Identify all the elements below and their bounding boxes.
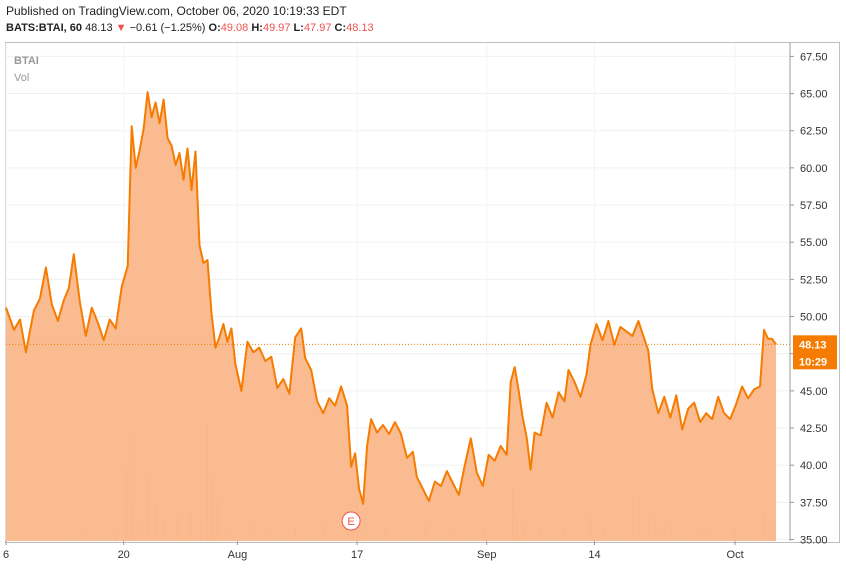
- low-label: L:: [293, 22, 304, 34]
- earnings-circle: [341, 511, 361, 531]
- y-tick-label: 57.50: [800, 200, 828, 212]
- quote-line: BATS:BTAI, 60 48.13 ▼ −0.61 (−1.25%) O:4…: [6, 22, 374, 34]
- price-axis[interactable]: 35.0037.5040.0042.5045.0047.5050.0052.50…: [789, 43, 828, 547]
- open-value: 49.08: [220, 22, 249, 34]
- x-tick-label: Sep: [477, 549, 497, 561]
- y-tick-label: 35.00: [800, 535, 828, 547]
- price-area: [6, 92, 776, 541]
- time-axis[interactable]: 6 20 Aug 17 Sep 14 Oct: [3, 541, 744, 561]
- legend-volume: Vol: [14, 72, 29, 84]
- y-tick-label: 37.50: [800, 497, 828, 509]
- last-price: 48.13: [85, 22, 113, 34]
- price-tag-time: 10:29: [799, 356, 827, 368]
- x-tick-label: 6: [3, 549, 9, 561]
- close-label: C:: [334, 22, 347, 34]
- price-change: −0.61 (−1.25%): [129, 22, 206, 34]
- y-tick-label: 65.00: [800, 89, 828, 101]
- y-tick-label: 50.00: [800, 312, 828, 324]
- y-tick-label: 55.00: [800, 237, 828, 249]
- x-tick-label: Aug: [228, 549, 248, 561]
- y-tick-label: 45.00: [800, 386, 828, 398]
- price-tag-value: 48.13: [799, 339, 827, 351]
- y-tick-label: 52.50: [800, 274, 828, 286]
- high-value: 49.97: [262, 22, 291, 34]
- earnings-letter: E: [347, 516, 354, 528]
- high-label: H:: [251, 22, 263, 34]
- x-tick-label: 14: [588, 549, 600, 561]
- low-value: 47.97: [303, 22, 332, 34]
- y-tick-label: 60.00: [800, 163, 828, 175]
- symbol-label: BATS:BTAI, 60: [6, 22, 82, 34]
- earnings-marker[interactable]: E: [341, 511, 361, 531]
- x-tick-label: 17: [351, 549, 363, 561]
- y-tick-label: 40.00: [800, 460, 828, 472]
- x-tick-label: 20: [118, 549, 130, 561]
- open-label: O:: [208, 22, 221, 34]
- published-line: Published on TradingView.com, October 06…: [6, 4, 347, 18]
- price-line: [5, 91, 777, 505]
- close-value: 48.13: [346, 22, 374, 34]
- y-tick-label: 42.50: [800, 423, 828, 435]
- y-tick-label: 67.50: [800, 51, 828, 63]
- down-arrow-icon: ▼: [115, 22, 127, 34]
- y-tick-label: 62.50: [800, 126, 828, 138]
- price-tag: 48.13 10:29: [793, 335, 837, 370]
- price-tag-bg: [793, 335, 837, 370]
- x-tick-label: Oct: [727, 549, 744, 561]
- legend-symbol: BTAI: [14, 55, 39, 67]
